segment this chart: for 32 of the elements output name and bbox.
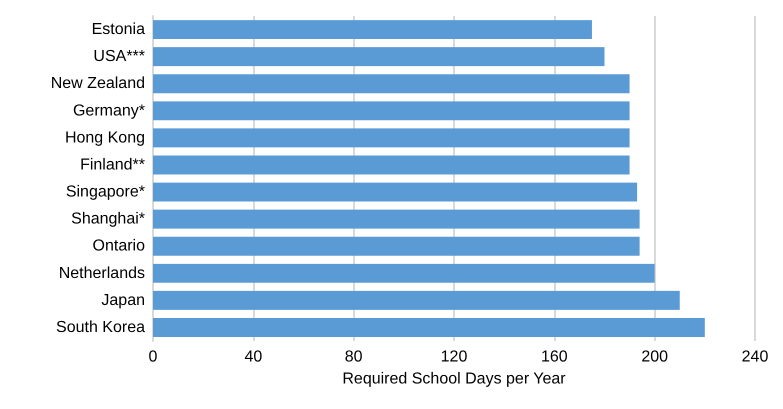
bar bbox=[153, 182, 638, 202]
y-tick-label: Japan bbox=[101, 292, 145, 309]
y-tick-label: Finland** bbox=[80, 156, 145, 174]
bar bbox=[153, 236, 640, 256]
x-tick-label: 0 bbox=[148, 348, 158, 366]
bar bbox=[153, 128, 630, 148]
y-tick-label: Estonia bbox=[92, 21, 146, 38]
x-tick-label: 160 bbox=[540, 348, 568, 366]
x-tick-label: 200 bbox=[641, 348, 668, 366]
bar bbox=[153, 155, 630, 174]
bar bbox=[153, 210, 640, 229]
y-tick-label: Shanghai* bbox=[71, 210, 145, 228]
bar bbox=[153, 264, 655, 283]
y-tick-label: Germany* bbox=[72, 102, 145, 120]
bar bbox=[153, 101, 630, 120]
y-tick-label: South Korea bbox=[56, 318, 146, 336]
x-tick-label: 80 bbox=[344, 348, 363, 366]
bar bbox=[153, 20, 592, 40]
bar bbox=[153, 290, 680, 310]
x-tick-label: 40 bbox=[244, 348, 262, 366]
y-tick-label: Netherlands bbox=[58, 264, 145, 282]
y-tick-label: USA*** bbox=[93, 48, 145, 66]
x-tick-label: 240 bbox=[742, 348, 768, 366]
x-tick-label: 120 bbox=[440, 348, 468, 366]
y-tick-label: New Zealand bbox=[50, 75, 145, 92]
y-tick-label: Singapore* bbox=[66, 184, 145, 201]
y-tick-label: Ontario bbox=[92, 238, 146, 255]
bar bbox=[153, 318, 705, 337]
x-axis-title: Required School Days per Year bbox=[342, 370, 566, 388]
bar bbox=[153, 74, 630, 94]
y-tick-label: Hong Kong bbox=[64, 129, 145, 146]
bar bbox=[153, 47, 604, 66]
